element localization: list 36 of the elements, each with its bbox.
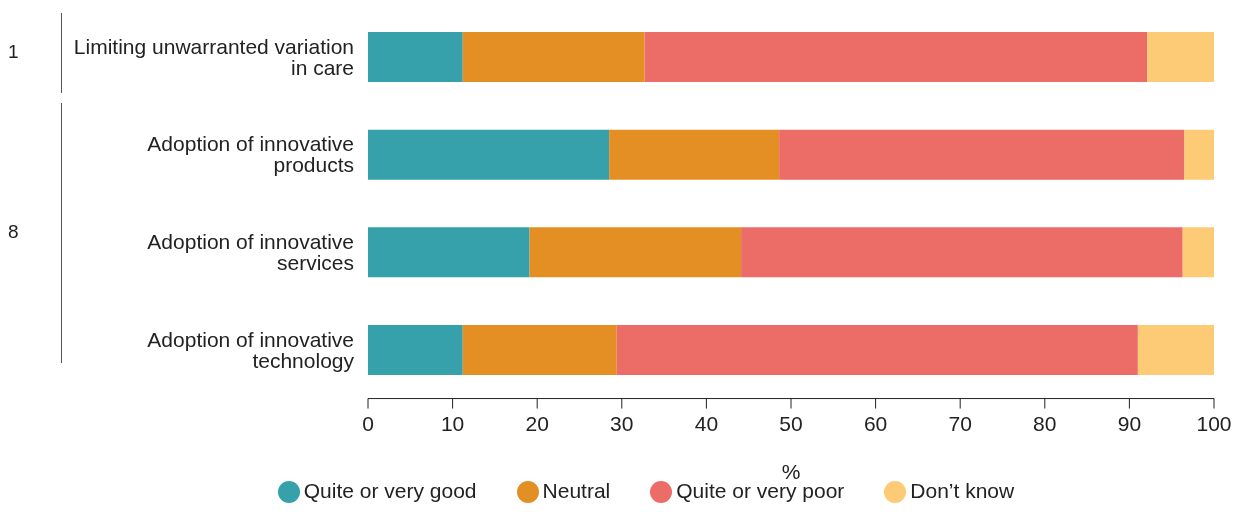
x-tick-label: 20 xyxy=(525,412,549,436)
text: 8 xyxy=(8,221,19,243)
bar xyxy=(1184,129,1214,180)
x-tick-label: 30 xyxy=(610,412,634,436)
bar xyxy=(1182,227,1214,278)
x-tick-label: 10 xyxy=(440,412,465,436)
legend-label: Quite or very good xyxy=(303,478,477,502)
x-tick-label: 50 xyxy=(779,412,803,436)
x-tick-label: 0 xyxy=(362,412,374,436)
text: 1 xyxy=(8,41,19,63)
bar xyxy=(1137,324,1214,375)
bar xyxy=(368,129,610,180)
bar xyxy=(609,129,780,180)
x-tick-label: 40 xyxy=(694,412,719,436)
bar xyxy=(462,32,645,82)
bar xyxy=(741,227,1183,278)
bar xyxy=(368,32,463,82)
x-tick-label: 80 xyxy=(1033,412,1057,436)
x-tick-label: 100 xyxy=(1196,412,1232,436)
bar xyxy=(529,227,742,278)
y-tick-label: Limiting unwarranted variation in care xyxy=(73,34,354,79)
legend-label: Don’t know xyxy=(910,478,1015,502)
bar xyxy=(462,324,617,375)
bar xyxy=(368,324,463,375)
x-tick-label: 90 xyxy=(1117,412,1142,436)
bar xyxy=(368,227,530,278)
bar xyxy=(779,129,1185,180)
legend-label: Neutral xyxy=(542,478,611,502)
bar xyxy=(644,32,1148,82)
bar xyxy=(1147,32,1214,82)
y-tick-label: Adoption of innovative products xyxy=(147,132,354,177)
y-tick-label: Adoption of innovative technology xyxy=(147,327,355,372)
bar xyxy=(616,324,1138,375)
x-tick-label: 70 xyxy=(948,412,972,436)
y-tick-label: Adoption of innovative services xyxy=(147,230,354,275)
x-tick-label: 60 xyxy=(863,412,888,436)
